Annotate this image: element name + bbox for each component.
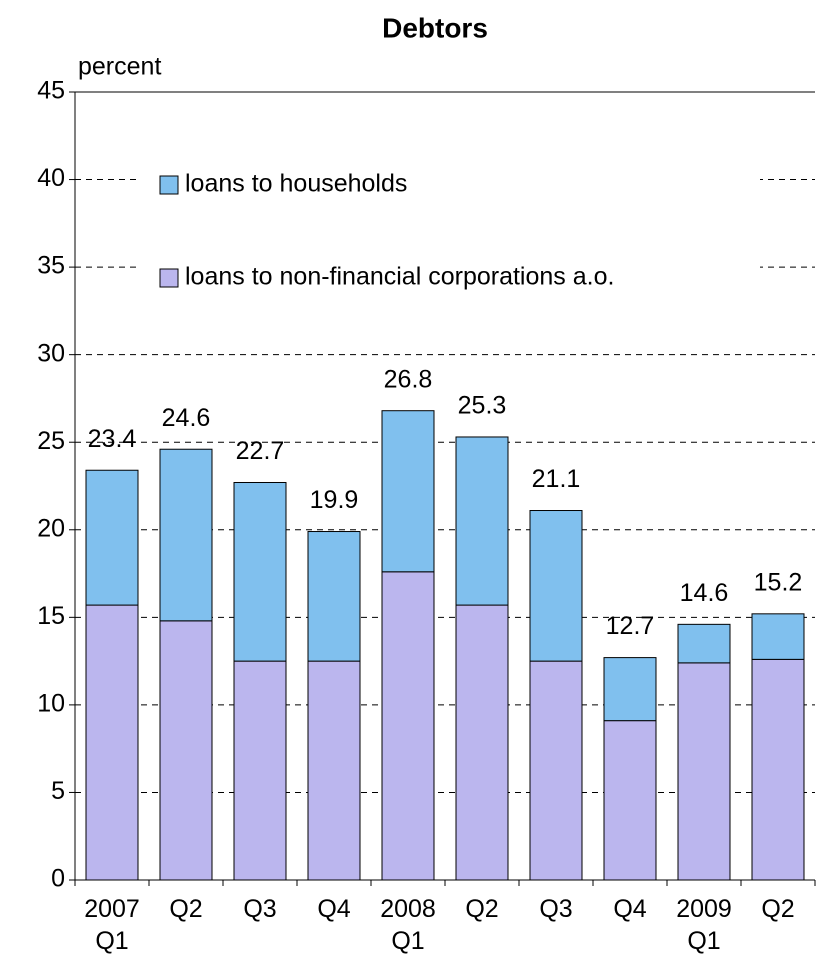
x-tick-label: 2008 Q1 [380, 895, 436, 955]
x-tick-label-line: Q3 [243, 895, 276, 923]
x-tick-label: 2007 Q1 [84, 895, 140, 955]
x-tick-label-line: 2007 [84, 895, 140, 923]
bar-segment [307, 531, 361, 662]
x-tick-label-line: Q1 [95, 927, 128, 955]
bar-segment [603, 720, 657, 881]
y-tick-label: 10 [37, 689, 65, 717]
y-tick-label: 15 [37, 602, 65, 630]
y-tick-label: 25 [37, 427, 65, 455]
total-label: 14.6 [680, 579, 729, 607]
x-tick-label-line: Q2 [169, 895, 202, 923]
total-label: 22.7 [236, 437, 285, 465]
x-tick-label-line: 2008 [380, 895, 436, 923]
bar-segment [529, 660, 583, 881]
bar-segment [751, 658, 805, 881]
legend-swatch [159, 175, 179, 195]
chart-title: Debtors [382, 12, 488, 43]
x-tick-label: 2009 Q1 [676, 895, 732, 955]
bar-segment [85, 469, 139, 606]
bar-segment [85, 604, 139, 881]
x-tick-label-line: Q4 [613, 895, 646, 923]
bar-segment [529, 510, 583, 662]
total-label: 12.7 [606, 612, 655, 640]
legend-swatch [159, 268, 179, 288]
bar-segment [751, 613, 805, 660]
x-tick-label: Q2 [465, 895, 498, 923]
bar-segment [159, 448, 213, 622]
x-tick-label: Q4 [317, 895, 350, 923]
x-tick-label-line: Q2 [465, 895, 498, 923]
bar-segment [677, 662, 731, 881]
x-tick-label: Q3 [243, 895, 276, 923]
x-tick-label-line: Q1 [687, 927, 720, 955]
y-axis-label: percent [78, 53, 161, 81]
y-tick-label: 40 [37, 164, 65, 192]
x-tick-label: Q4 [613, 895, 646, 923]
x-tick-label-line: Q4 [317, 895, 350, 923]
bar-segment [677, 623, 731, 664]
x-tick-label-line: Q3 [539, 895, 572, 923]
bar-segment [159, 620, 213, 881]
total-label: 15.2 [754, 568, 803, 596]
bar-segment [381, 571, 435, 881]
x-tick-label: Q2 [761, 895, 794, 923]
total-label: 21.1 [532, 465, 581, 493]
x-tick-label: Q3 [539, 895, 572, 923]
total-label: 26.8 [384, 365, 433, 393]
x-tick-label-line: 2009 [676, 895, 732, 923]
bar-segment [455, 436, 509, 606]
x-tick-label-line: Q2 [761, 895, 794, 923]
bar-segment [603, 657, 657, 722]
legend-label: loans to households [185, 170, 407, 198]
bar-segment [233, 660, 287, 881]
y-tick-label: 30 [37, 339, 65, 367]
x-tick-label: Q2 [169, 895, 202, 923]
total-label: 19.9 [310, 486, 359, 514]
x-tick-label-line: Q1 [391, 927, 424, 955]
y-tick-label: 35 [37, 252, 65, 280]
legend-label: loans to non-financial corporations a.o. [185, 263, 614, 291]
total-label: 25.3 [458, 392, 507, 420]
bar-segment [307, 660, 361, 881]
y-tick-label: 0 [51, 865, 65, 893]
y-tick-label: 5 [51, 777, 65, 805]
total-label: 24.6 [162, 404, 211, 432]
bar-segment [381, 410, 435, 573]
legend-background [140, 160, 760, 305]
y-tick-label: 20 [37, 514, 65, 542]
total-label: 23.4 [88, 425, 137, 453]
y-tick-label: 45 [37, 77, 65, 105]
bar-segment [455, 604, 509, 881]
bar-segment [233, 481, 287, 662]
